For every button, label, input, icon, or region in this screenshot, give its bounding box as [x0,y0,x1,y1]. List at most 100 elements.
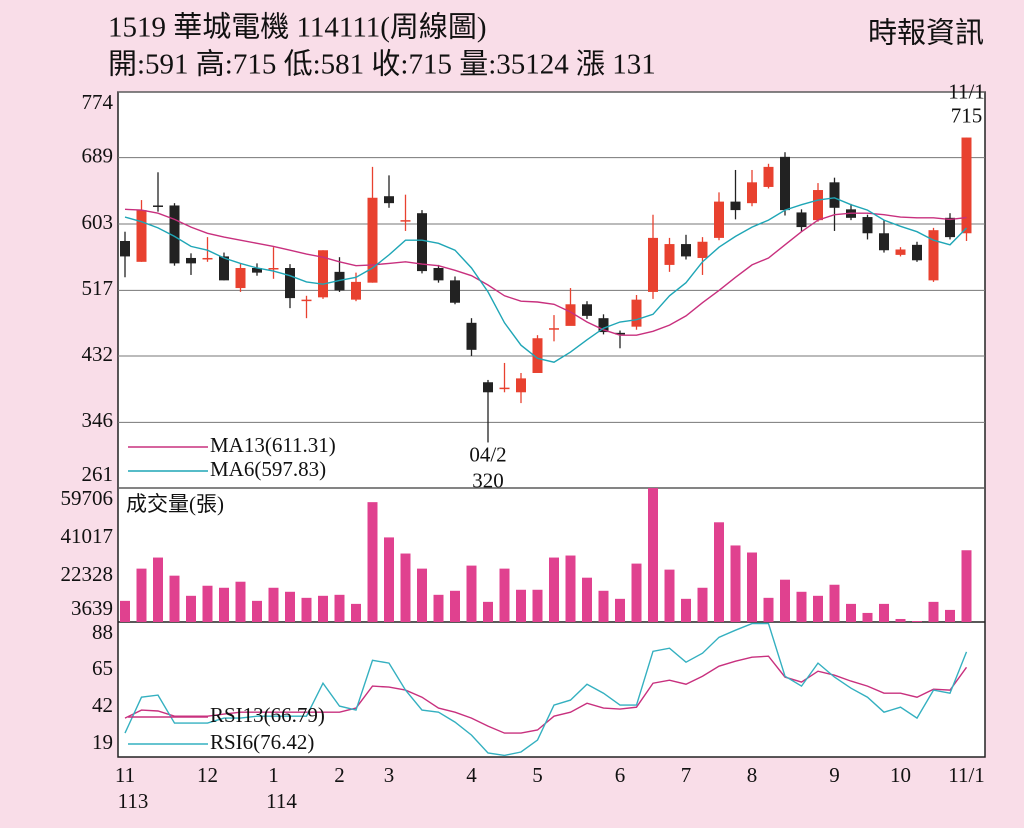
candle-body [153,205,163,207]
y-tick-label: 19 [92,730,113,754]
volume-bar [268,587,279,622]
candle-body [532,338,543,373]
volume-bar [945,609,955,622]
volume-bar [318,595,328,622]
candle-body [351,281,361,300]
x-tick-label: 8 [747,763,758,787]
candle-body [120,240,130,257]
candle-body [631,299,642,327]
y-tick-label: 42 [92,693,113,717]
y-tick-label: 22328 [61,562,114,586]
candle-body [615,332,625,335]
annotation-date: 04/2 [469,442,506,466]
candle-body [136,210,147,262]
volume-bar [219,587,229,622]
candle-body [285,268,295,299]
volume-bar [730,545,741,622]
volume-bar [186,595,196,622]
y-tick-label: 88 [92,620,113,644]
volume-bar [846,603,856,622]
x-tick-label: 4 [466,763,477,787]
volume-bar [664,569,675,622]
y-tick-label: 3639 [71,596,113,620]
x-tick-label: 10 [890,763,911,787]
panel-title: 成交量(張) [126,492,224,516]
candle-body [945,217,955,238]
candle-body [367,197,378,283]
volume-bar [895,618,906,622]
volume-bar [747,552,757,622]
volume-bar [516,589,526,622]
candle-body [186,257,196,264]
candle-body [714,201,724,238]
volume-bar [763,597,774,622]
candle-body [780,156,790,211]
volume-bar [615,598,625,622]
candle-body [202,257,213,260]
candle-body [268,268,279,270]
x-tick-label: 5 [532,763,543,787]
y-tick-label: 261 [82,462,114,486]
volume-bar [202,585,213,622]
volume-bar [681,598,691,622]
x-tick-label: 1 [268,763,279,787]
candle-body [730,201,741,211]
candle-body [169,205,180,264]
annotation-value: 715 [951,103,983,127]
volume-bar [648,488,658,622]
volume-bar [235,581,246,622]
candle-body [895,249,906,255]
volume-bar [631,563,642,622]
candle-body [301,299,312,302]
x-year-label: 114 [266,789,297,813]
volume-bar [483,601,493,622]
candle-body [664,244,675,265]
volume-bar [433,594,444,622]
quote-summary: 開:591 高:715 低:581 收:715 量:35124 漲 131 [108,48,656,81]
volume-bar [351,603,361,622]
y-tick-label: 59706 [61,486,114,510]
y-tick-label: 517 [82,276,114,300]
candle-body [763,166,774,187]
volume-bar [532,589,543,622]
volume-bar [780,579,790,622]
volume-bar [417,568,427,622]
y-tick-label: 603 [82,210,114,234]
candle-body [466,322,477,350]
candle-body [400,220,411,222]
volume-bar [565,555,576,622]
candle-body [450,280,460,303]
volume-bar [879,603,889,622]
legend-label: MA13(611.31) [210,433,336,457]
volume-bar [813,595,823,622]
annotation-value: 320 [472,468,504,492]
volume-bar [450,590,460,622]
volume-bar [400,553,411,622]
candle-body [829,182,840,208]
candle-body [516,378,526,393]
candle-body [235,268,246,289]
y-tick-label: 689 [82,143,114,167]
volume-bar [169,575,180,622]
candle-body [598,318,609,333]
x-tick-label: 7 [681,763,692,787]
x-tick-label: 11 [115,763,135,787]
x-tick-label: 2 [334,763,345,787]
x-year-label: 113 [118,789,149,813]
candle-body [417,213,427,272]
rsi-line [124,622,968,757]
legend-label: RSI6(76.42) [210,730,314,754]
volume-bar [334,594,345,622]
candle-body [334,271,345,291]
volume-bar [714,522,724,622]
candle-body [912,244,922,261]
candle-body [961,137,972,234]
chart-title: 1519 華城電機 114111(周線圖) [108,11,487,44]
moving-average [124,197,967,363]
candle-body [813,190,823,221]
y-tick-label: 65 [92,656,113,680]
candle-body [565,304,576,326]
volume-bar [928,601,939,622]
volume-bar [697,587,708,622]
